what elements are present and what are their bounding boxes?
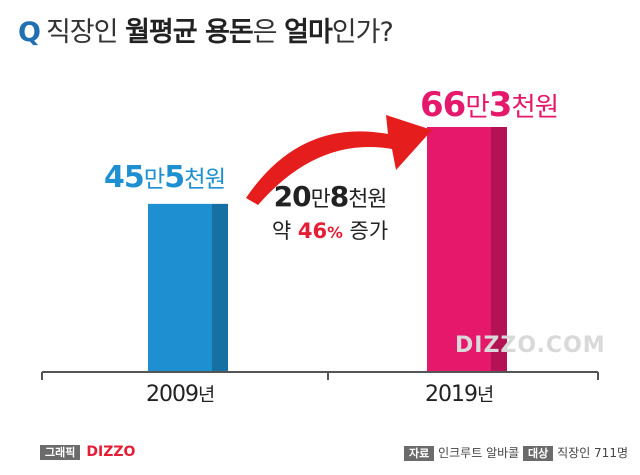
difference-amount: 20만8천원 <box>273 180 388 213</box>
target-tag: 대상 <box>523 446 554 461</box>
bar-value-label-2009: 45만5천원 <box>104 160 226 195</box>
source-text: 인크루트 알바콜 <box>438 446 520 460</box>
source-tag: 자료 <box>404 446 435 461</box>
brand-logo: DIZZO <box>86 444 136 460</box>
x-tick-label-2019: 2019년 <box>425 382 494 407</box>
footer-credit: 그래픽 DIZZO <box>40 444 135 460</box>
title-part-1: 직장인 <box>45 17 126 48</box>
increase-percent: 약 46% 증가 <box>271 219 389 243</box>
title-part-5: 인가? <box>331 17 394 48</box>
increase-arrow <box>246 115 432 205</box>
bar-2009 <box>148 203 212 372</box>
increase-annotation: 20만8천원 약 46% 증가 <box>260 180 400 245</box>
footer-source: 자료 인크루트 알바콜 대상 직장인 711명 <box>404 444 628 461</box>
graphic-tag: 그래픽 <box>40 445 81 460</box>
q-mark: Q <box>18 17 41 48</box>
title-part-3: 은 <box>252 17 285 48</box>
title-part-2: 월평균 용돈 <box>125 17 254 48</box>
target-text: 직장인 711명 <box>557 446 628 460</box>
watermark: DIZZO.COM <box>455 333 606 358</box>
title-part-4: 얼마 <box>284 17 333 48</box>
bar-side-2019 <box>491 127 507 372</box>
bar-value-label-2019: 66만3천원 <box>420 85 559 125</box>
x-tick-label-2009: 2009년 <box>146 382 215 407</box>
bar-side-2009 <box>212 203 228 372</box>
chart-title: Q 직장인 월평균 용돈은 얼마인가? <box>18 10 394 49</box>
bar-2019 <box>427 127 491 372</box>
